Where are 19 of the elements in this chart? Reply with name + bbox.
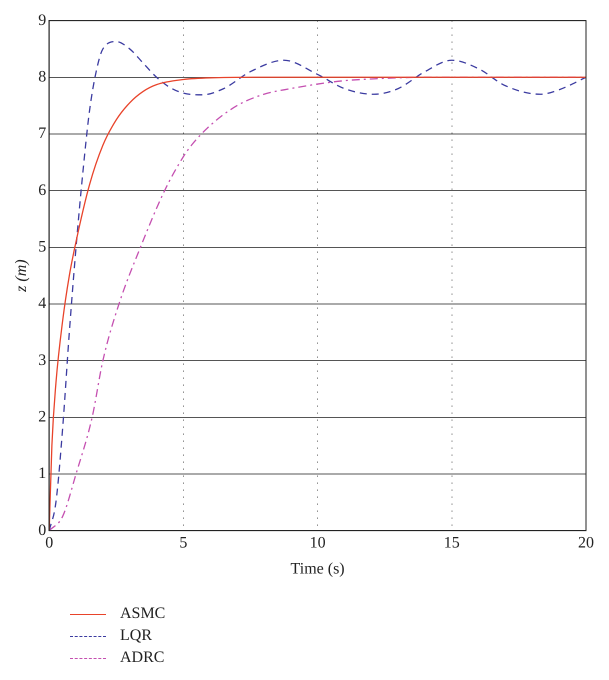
x-tick-label: 5 — [179, 534, 188, 552]
y-tick-label: 7 — [38, 125, 46, 142]
y-axis-title: z (m) — [12, 259, 30, 293]
legend-label: LQR — [120, 627, 152, 645]
x-tick-label: 15 — [444, 534, 460, 552]
x-axis-title: Time (s) — [290, 560, 345, 578]
x-tick-label: 10 — [310, 534, 326, 552]
y-tick-label: 6 — [38, 182, 46, 199]
y-tick-label: 1 — [38, 465, 46, 482]
legend-label: ADRC — [120, 649, 164, 667]
y-tick-label: 8 — [38, 68, 46, 86]
y-tick-label: 0 — [38, 522, 46, 539]
y-tick-label: 3 — [38, 352, 46, 369]
y-tick-label: 5 — [38, 238, 46, 256]
x-tick-label: 20 — [578, 534, 594, 552]
y-tick-label: 4 — [38, 295, 46, 312]
legend-label: ASMC — [120, 605, 166, 623]
y-tick-label: 2 — [38, 408, 46, 426]
y-tick-label: 9 — [38, 12, 46, 29]
